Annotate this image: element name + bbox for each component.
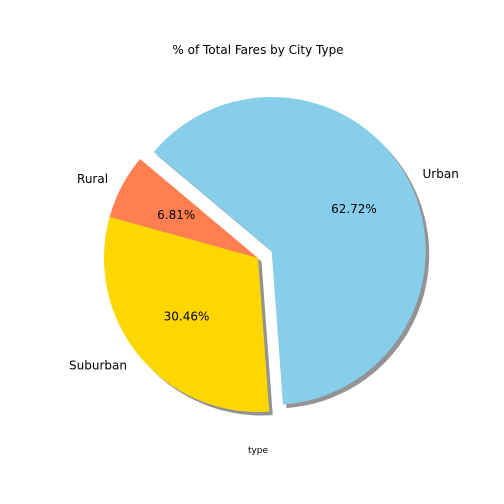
x-axis-label: type xyxy=(248,446,269,456)
pie-slice-rural xyxy=(109,159,258,258)
slice-percent-rural: 6.81% xyxy=(157,208,195,222)
pie-labels: Rural 6.81% Suburban 30.46% Urban 62.72% xyxy=(69,167,459,373)
pie-slices xyxy=(104,96,426,412)
chart-title: % of Total Fares by City Type xyxy=(172,43,343,57)
pie-slice-urban xyxy=(153,96,426,405)
pie-slice-suburban xyxy=(104,216,270,412)
slice-label-rural: Rural xyxy=(77,172,108,186)
slice-label-urban: Urban xyxy=(423,167,459,181)
slice-percent-urban: 62.72% xyxy=(331,202,377,216)
slice-label-suburban: Suburban xyxy=(69,358,127,372)
slice-percent-suburban: 30.46% xyxy=(164,310,210,324)
